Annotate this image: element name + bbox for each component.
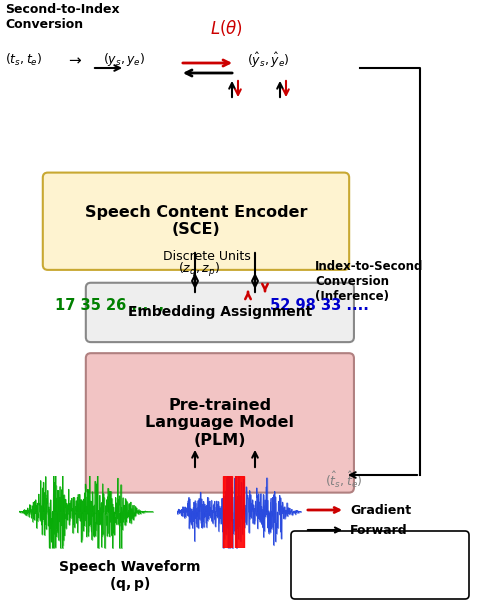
Text: Discrete Units: Discrete Units	[163, 250, 251, 264]
Text: Speech Content Encoder
(SCE): Speech Content Encoder (SCE)	[85, 205, 307, 237]
FancyBboxPatch shape	[86, 283, 354, 342]
Text: 17 35 26 ...  ,: 17 35 26 ... ,	[55, 297, 174, 312]
Text: $L(\theta)$: $L(\theta)$	[210, 18, 243, 38]
Text: $\mathbf{(q, p)}$: $\mathbf{(q, p)}$	[109, 575, 151, 593]
FancyBboxPatch shape	[291, 531, 469, 599]
Text: $(\hat{t}_s, \hat{t}_e)$: $(\hat{t}_s, \hat{t}_e)$	[325, 470, 363, 490]
Text: Gradient: Gradient	[350, 503, 411, 517]
Text: Embedding Assignment: Embedding Assignment	[128, 305, 312, 320]
Text: Second-to-Index
Conversion: Second-to-Index Conversion	[5, 3, 120, 31]
Text: Speech Waveform: Speech Waveform	[59, 560, 201, 574]
Text: Index-to-Second
Conversion
(Inference): Index-to-Second Conversion (Inference)	[315, 260, 424, 303]
Bar	[235, 476, 244, 548]
Text: $(z_q, z_p)$: $(z_q, z_p)$	[178, 261, 220, 279]
FancyBboxPatch shape	[86, 353, 354, 492]
FancyBboxPatch shape	[43, 173, 349, 270]
Bar	[223, 476, 231, 548]
Text: $(t_s, t_e)$: $(t_s, t_e)$	[5, 52, 43, 68]
Text: Forward: Forward	[350, 524, 408, 536]
Text: $\rightarrow$: $\rightarrow$	[66, 52, 84, 67]
Text: $(y_s, y_e)$: $(y_s, y_e)$	[103, 52, 145, 69]
Text: $(\hat{y}_s, \hat{y}_e)$: $(\hat{y}_s, \hat{y}_e)$	[247, 51, 290, 70]
Text: 52 98 33 ....: 52 98 33 ....	[270, 297, 369, 312]
Text: Pre-trained
Language Model
(PLM): Pre-trained Language Model (PLM)	[145, 398, 294, 448]
